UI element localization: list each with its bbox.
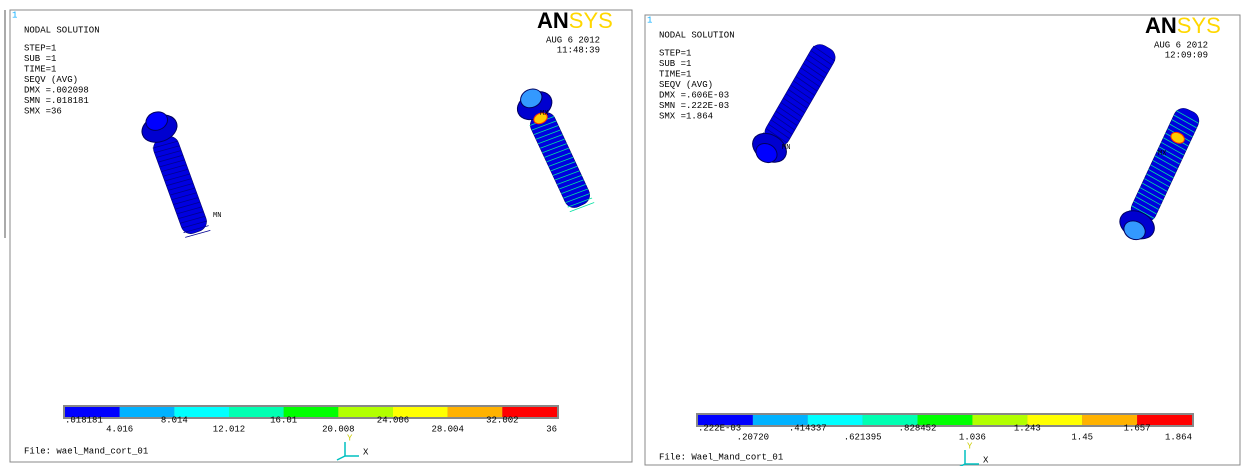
logo-sys: SYS xyxy=(1177,13,1221,38)
legend-label: .222E-03 xyxy=(698,423,741,433)
min-marker: MN xyxy=(782,144,790,152)
min-marker: MN xyxy=(213,212,221,220)
date: AUG 6 2012 xyxy=(546,35,600,45)
screenshot: 1NODAL SOLUTIONSTEP=1SUB =1TIME=1SEQV (A… xyxy=(0,0,1246,466)
result-info: TIME=1 xyxy=(24,64,56,74)
axis-x-label: X xyxy=(983,455,989,465)
result-info: SMN =.018181 xyxy=(24,96,89,106)
legend-label: 1.243 xyxy=(1014,423,1041,433)
result-info: STEP=1 xyxy=(24,43,56,53)
axis-y-label: Y xyxy=(967,441,973,451)
viewport-frame xyxy=(10,10,632,462)
axis-x-label: X xyxy=(363,447,369,457)
legend-label: 12.012 xyxy=(213,424,245,434)
time: 11:48:39 xyxy=(557,45,600,55)
legend-label: .414337 xyxy=(789,423,827,433)
legend-label: .018181 xyxy=(65,415,103,425)
file-name: File: Wael_Mand_cort_01 xyxy=(659,452,783,462)
result-info: SMX =1.864 xyxy=(659,111,713,121)
logo-sys: SYS xyxy=(569,8,613,33)
legend-label: .828452 xyxy=(899,423,937,433)
result-title: NODAL SOLUTION xyxy=(24,25,100,35)
result-title: NODAL SOLUTION xyxy=(659,30,735,40)
axis-y-label: Y xyxy=(347,433,353,443)
legend-label: 24.006 xyxy=(377,415,409,425)
result-info: SEQV (AVG) xyxy=(659,80,713,90)
file-name: File: wael_Mand_cort_01 xyxy=(24,446,148,456)
date: AUG 6 2012 xyxy=(1154,40,1208,50)
viewport-frame xyxy=(645,15,1240,465)
logo-an: AN xyxy=(537,8,569,33)
legend-label: 16.01 xyxy=(270,415,297,425)
legend-label: 36 xyxy=(546,424,557,434)
legend-label: .20720 xyxy=(737,432,769,442)
result-info: SUB =1 xyxy=(24,54,56,64)
ansys-logo: ANSYS xyxy=(1145,13,1221,38)
legend-label: .621395 xyxy=(844,432,882,442)
result-info: SEQV (AVG) xyxy=(24,75,78,85)
result-info: DMX =.002098 xyxy=(24,85,89,95)
max-marker: MX xyxy=(1158,150,1167,158)
legend-label: 1.864 xyxy=(1165,432,1192,442)
result-info: TIME=1 xyxy=(659,69,691,79)
page: {"panels": [ {"number": "1", "title": "N… xyxy=(0,0,1246,466)
time: 12:09:09 xyxy=(1165,50,1208,60)
result-info: SMX =36 xyxy=(24,106,62,116)
legend-label: 1.45 xyxy=(1071,432,1093,442)
logo-an: AN xyxy=(1145,13,1177,38)
max-marker: MX xyxy=(540,110,549,118)
result-info: DMX =.606E-03 xyxy=(659,90,729,100)
window-number: 1 xyxy=(12,10,17,20)
ansys-logo: ANSYS xyxy=(537,8,613,33)
result-info: SMN =.222E-03 xyxy=(659,101,729,111)
legend-label: 1.657 xyxy=(1124,423,1151,433)
legend-label: 4.016 xyxy=(106,424,133,434)
result-info: STEP=1 xyxy=(659,48,691,58)
legend-label: 1.036 xyxy=(959,432,986,442)
window-number: 1 xyxy=(647,15,652,25)
result-info: SUB =1 xyxy=(659,59,691,69)
legend-label: 8.014 xyxy=(161,415,188,425)
legend-label: 32.002 xyxy=(486,415,518,425)
legend-label: 28.004 xyxy=(431,424,463,434)
